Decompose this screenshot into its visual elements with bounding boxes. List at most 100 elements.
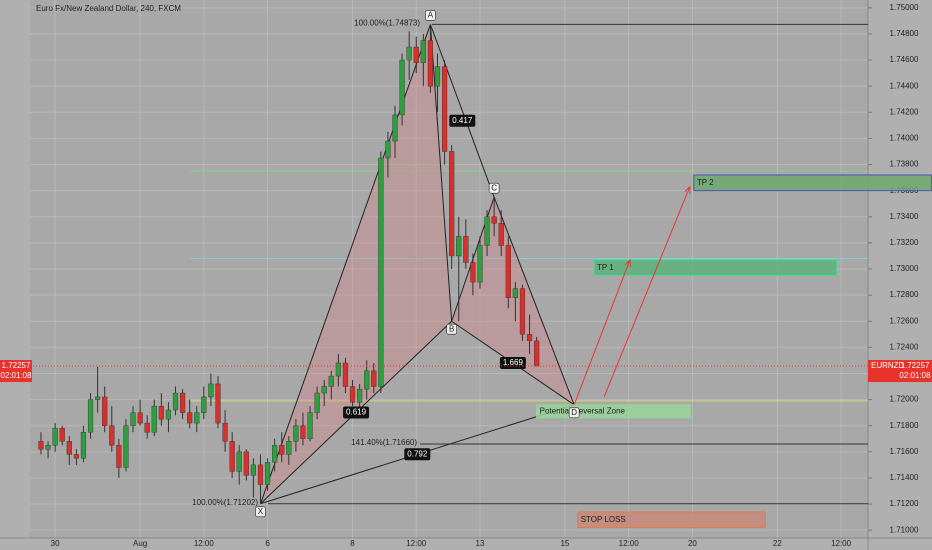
- y-tick-label: 1.73000: [890, 264, 919, 273]
- candle-body: [484, 216, 490, 246]
- candle-body: [109, 425, 115, 446]
- candle-body: [420, 40, 426, 63]
- y-tick-label: 1.71600: [890, 447, 919, 456]
- x-tick-label: 30: [51, 539, 60, 548]
- zone-label: TP 1: [597, 263, 614, 272]
- x-tick-label: 13: [476, 539, 485, 548]
- point-label: X: [258, 507, 264, 516]
- candle-body: [335, 362, 341, 377]
- candle-body: [272, 445, 278, 463]
- candle-body: [293, 425, 299, 442]
- point-box: [446, 323, 457, 335]
- candle-body: [328, 375, 334, 387]
- candle-body: [399, 59, 405, 116]
- candle-body: [470, 262, 476, 283]
- candle-body: [87, 399, 94, 433]
- candle-body: [73, 454, 79, 459]
- ratio-label: 0.417: [452, 116, 473, 125]
- x-tick-label: 15: [560, 539, 569, 548]
- symbol-label: EURNZD: [871, 361, 905, 370]
- arrow-head: [624, 258, 631, 267]
- candle-body: [392, 114, 398, 142]
- candle-body: [264, 462, 271, 485]
- y-tick-label: 1.72000: [890, 395, 919, 404]
- point-box: [488, 182, 500, 194]
- candle-body: [116, 445, 122, 468]
- y-tick-label: 1.74200: [890, 107, 919, 116]
- pattern-line: [429, 24, 495, 198]
- candle-body: [144, 422, 150, 433]
- candle-body: [385, 140, 391, 159]
- candle-body: [456, 236, 462, 257]
- x-tick-label: 8: [350, 539, 355, 548]
- point-box: [255, 506, 266, 518]
- candle-body: [222, 422, 228, 442]
- candle-body: [427, 40, 434, 87]
- candle-body: [342, 362, 349, 387]
- candle-body: [179, 392, 186, 413]
- candle-body: [526, 334, 533, 342]
- candle-body: [463, 236, 469, 263]
- candle-body: [534, 340, 540, 367]
- y-tick-label: 1.74600: [890, 55, 919, 64]
- y-tick-label: 1.74000: [890, 134, 919, 143]
- y-tick-label: 1.71000: [890, 525, 919, 534]
- ratio-box: [404, 448, 431, 461]
- candle-body: [158, 405, 164, 420]
- candle-body: [236, 451, 242, 472]
- candle-body: [434, 66, 441, 87]
- ratio-label: 0.619: [346, 408, 367, 417]
- candle-body: [498, 223, 504, 246]
- point-label: D: [571, 408, 577, 417]
- candle-body: [208, 383, 214, 398]
- x-tick-label: 6: [265, 539, 270, 548]
- fib-label: 100.00%(1.74873): [354, 19, 420, 28]
- zone-label: STOP LOSS: [581, 515, 626, 524]
- candle-body: [505, 245, 511, 298]
- y-tick-label: 1.73400: [890, 212, 919, 221]
- fib-label: 141.40%(1.71660): [351, 438, 417, 447]
- y-tick-label: 1.73200: [890, 238, 919, 247]
- candle-body: [229, 441, 235, 472]
- point-box: [425, 10, 436, 21]
- y-tick-label: 1.74400: [890, 81, 919, 90]
- candle-body: [95, 396, 101, 400]
- candle-body: [172, 392, 179, 411]
- candle-body: [357, 388, 363, 403]
- pattern-line: [493, 196, 575, 405]
- pattern-line: [429, 24, 453, 322]
- ratio-label: 1.669: [503, 358, 524, 367]
- candle-body: [102, 396, 108, 426]
- candle-body: [66, 441, 72, 455]
- candle-body: [286, 441, 292, 455]
- y-tick-label: 1.71800: [890, 421, 919, 430]
- candle-body: [512, 288, 518, 298]
- target-arrow: [573, 259, 631, 405]
- chart-title: Euro Fx/New Zealand Dollar, 240, FXCM: [36, 4, 181, 13]
- candle-body: [349, 386, 356, 403]
- x-tick-label: 12:00: [831, 539, 852, 548]
- zone-label: Potential Reversal Zone: [540, 406, 626, 415]
- price-box: [868, 360, 932, 383]
- candle-body: [243, 451, 249, 476]
- y-tick-label: 1.72800: [890, 290, 919, 299]
- zone: [577, 511, 766, 529]
- x-tick-label: 12:00: [619, 539, 640, 548]
- x-tick-label: 12:00: [194, 539, 215, 548]
- y-tick-label: 1.73800: [890, 160, 919, 169]
- candle-body: [80, 432, 87, 459]
- ratio-label: 0.792: [407, 449, 428, 458]
- y-tick-label: 1.75000: [890, 3, 919, 12]
- candle-body: [491, 216, 497, 224]
- candle-body: [449, 151, 455, 257]
- x-tick-label: Aug: [133, 539, 147, 548]
- candle-body: [201, 396, 207, 413]
- countdown: 02:01:08: [0, 371, 32, 380]
- candle-body: [45, 445, 51, 450]
- candle-body: [371, 370, 377, 387]
- candle-body: [378, 157, 384, 387]
- pattern-fill: [260, 24, 452, 504]
- point-box: [568, 407, 580, 419]
- ratio-box: [343, 406, 370, 419]
- price-box: [0, 360, 32, 383]
